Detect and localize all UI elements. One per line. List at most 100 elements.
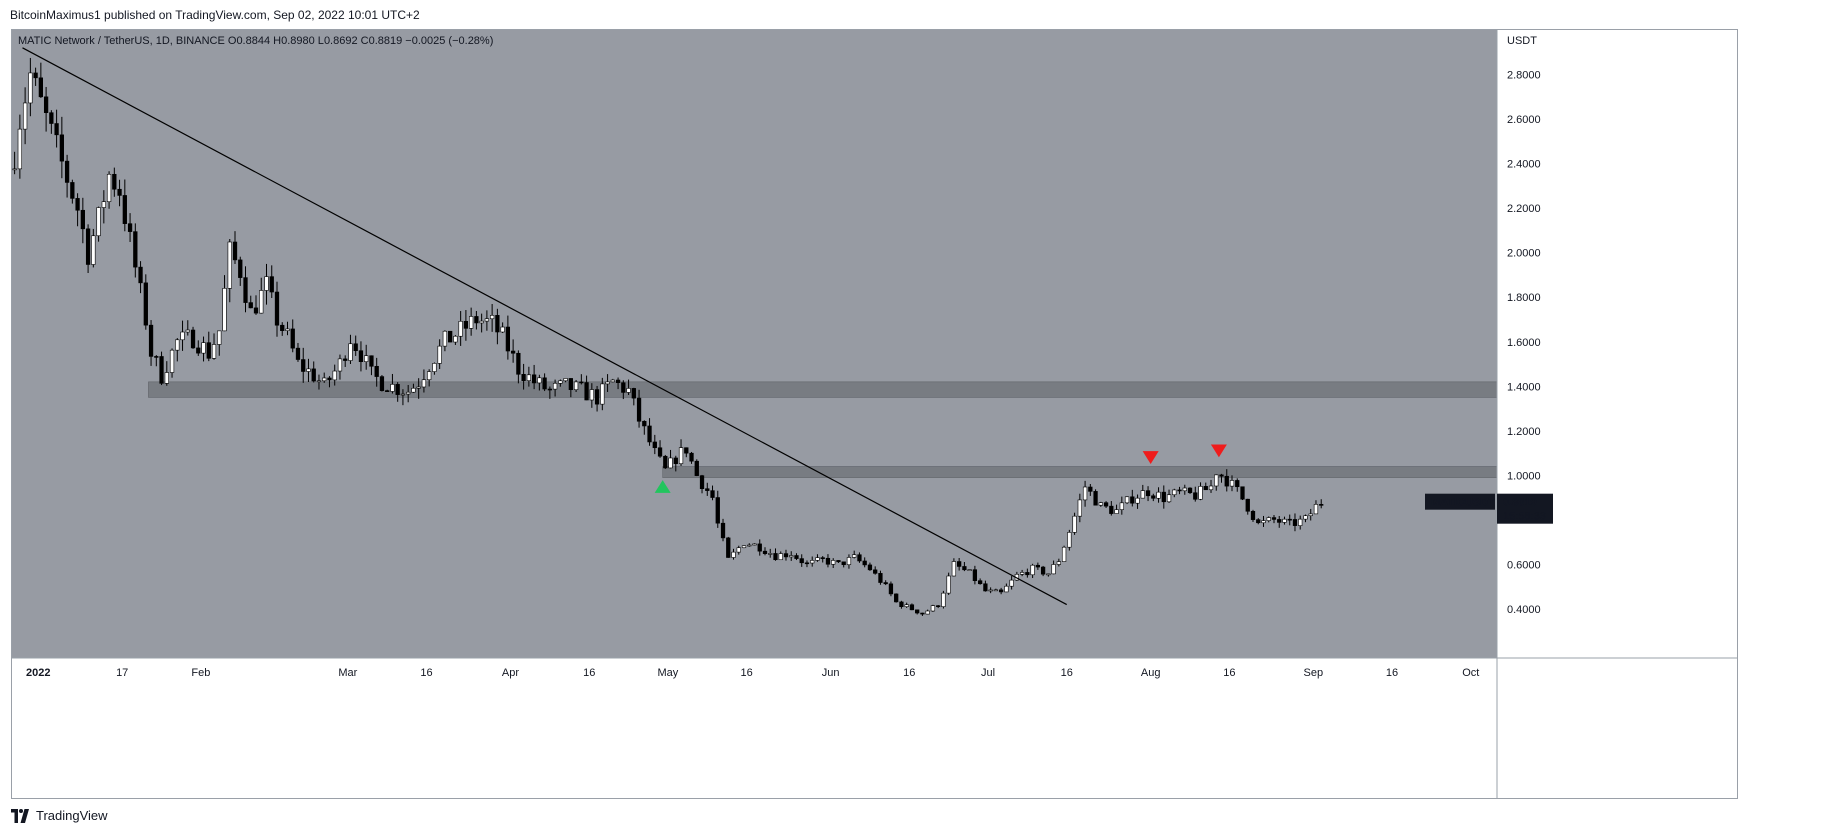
x-tick-label: 16	[903, 667, 915, 679]
price-chart[interactable]: MATIC Network / TetherUS, 1D, BINANCE O0…	[12, 30, 1737, 798]
candle	[684, 447, 689, 458]
candle	[1130, 489, 1135, 507]
candle	[479, 313, 484, 333]
candle-body	[227, 241, 232, 289]
candle-body	[957, 561, 962, 567]
candle	[930, 604, 936, 612]
candle	[1240, 486, 1245, 501]
candle-body	[285, 328, 290, 331]
candle-body	[1277, 519, 1282, 523]
candle-body	[873, 569, 878, 574]
x-tick-label: 16	[1386, 667, 1398, 679]
candle-body	[369, 355, 374, 367]
candle-body	[101, 201, 106, 208]
candle-body	[127, 223, 133, 232]
candle	[306, 358, 311, 382]
candle	[1203, 482, 1208, 491]
footer-brand[interactable]: TradingView	[10, 808, 108, 823]
candle	[59, 116, 64, 179]
candle	[626, 379, 631, 395]
candle-body	[663, 455, 668, 469]
y-tick-label: 2.8000	[1507, 70, 1541, 82]
candle-body	[1082, 486, 1088, 501]
candle	[1009, 576, 1014, 590]
candle	[537, 374, 542, 391]
legend-symbol: MATIC Network / TetherUS, 1D, BINANCE	[18, 35, 225, 47]
candle	[1235, 478, 1240, 492]
candle	[605, 374, 610, 392]
chart-frame[interactable]: MATIC Network / TetherUS, 1D, BINANCE O0…	[11, 29, 1738, 799]
candle-body	[1271, 517, 1277, 520]
candle-body	[1135, 497, 1140, 504]
candle	[358, 341, 364, 372]
candle	[584, 375, 589, 401]
candle-body	[138, 266, 143, 284]
candle-body	[196, 347, 201, 354]
candle	[379, 375, 385, 392]
candle	[217, 330, 222, 356]
candle-body	[894, 593, 899, 603]
candle-body	[259, 290, 264, 314]
candle	[369, 355, 374, 376]
candle	[652, 434, 657, 455]
candle	[22, 87, 28, 145]
candle-body	[484, 318, 490, 322]
candle	[274, 281, 280, 337]
candle	[316, 374, 322, 390]
candle-body	[1004, 585, 1009, 593]
x-tick-label: 2022	[26, 667, 50, 679]
x-tick-label: 16	[1061, 667, 1073, 679]
candle	[1119, 496, 1124, 515]
candle	[1035, 562, 1040, 570]
candle-body	[70, 182, 75, 199]
candle	[715, 490, 720, 528]
candle	[206, 331, 211, 362]
candle-body	[510, 350, 516, 354]
candle	[127, 213, 133, 242]
candle	[904, 602, 909, 608]
candle	[106, 171, 112, 209]
candle-body	[1250, 510, 1256, 520]
candle	[1072, 512, 1077, 535]
candle-body	[385, 390, 390, 392]
candle	[1145, 486, 1151, 502]
candle	[673, 455, 678, 472]
candle	[1313, 500, 1319, 515]
candle	[248, 295, 253, 309]
candle-body	[17, 128, 23, 170]
candle	[322, 372, 327, 383]
descending-trendline	[22, 47, 1067, 606]
candle-body	[799, 558, 804, 564]
candle	[825, 554, 831, 568]
last-price-symbol-bg	[1425, 493, 1495, 510]
candle	[558, 379, 563, 387]
candle-body	[75, 198, 80, 211]
candle	[337, 354, 343, 380]
candle-body	[705, 488, 710, 491]
y-tick-label: 1.4000	[1507, 381, 1541, 393]
candle	[542, 373, 547, 392]
candle	[253, 295, 259, 315]
candle-body	[967, 569, 972, 571]
candle-body	[1177, 489, 1182, 492]
candle	[1004, 583, 1009, 593]
candle	[831, 558, 836, 568]
candle	[726, 536, 731, 558]
x-tick-label: Apr	[502, 667, 519, 679]
candle-body	[1287, 518, 1292, 521]
candle	[175, 338, 180, 362]
candle-body	[736, 547, 741, 553]
candle-body	[1208, 485, 1214, 491]
last-price-symbol-text: MATICUSDT	[1431, 497, 1495, 509]
candle-body	[495, 315, 500, 333]
candle	[836, 560, 841, 563]
candle-body	[636, 397, 642, 422]
candle-body	[269, 276, 274, 293]
candle-body	[106, 173, 112, 203]
candle-body	[280, 324, 285, 331]
candle	[238, 256, 243, 286]
candle-body	[1151, 495, 1156, 499]
candle-body	[951, 561, 957, 577]
x-tick-label: May	[658, 667, 679, 679]
support-arrow-1	[654, 480, 671, 493]
